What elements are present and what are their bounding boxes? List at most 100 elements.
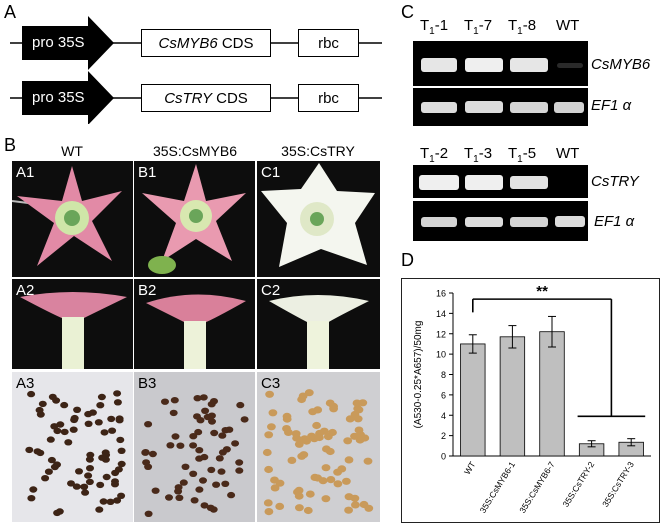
seed bbox=[328, 428, 337, 437]
seed bbox=[35, 406, 44, 414]
gel2-reference bbox=[413, 201, 588, 241]
seed bbox=[199, 477, 207, 484]
seed bbox=[270, 484, 280, 492]
seed bbox=[206, 504, 215, 511]
photo-label-b2: B2 bbox=[138, 282, 157, 299]
seed bbox=[170, 397, 179, 404]
gel2-target bbox=[413, 165, 588, 198]
seed bbox=[60, 401, 69, 409]
seed bbox=[84, 420, 93, 427]
seed bbox=[47, 456, 56, 464]
seed bbox=[263, 499, 273, 507]
photo-label-a2: A2 bbox=[16, 282, 35, 299]
terminator-box-2: rbc bbox=[298, 84, 359, 112]
promoter-arrow-2 bbox=[22, 71, 114, 124]
column-header-csmyb6: 35S:CsMYB6 bbox=[152, 143, 238, 159]
photo-wt-flower-top: A1 bbox=[12, 161, 133, 277]
seed bbox=[107, 415, 116, 423]
seed bbox=[326, 476, 336, 484]
gel1-lane-1: T1-1 bbox=[420, 17, 449, 37]
seed bbox=[181, 463, 190, 470]
seed bbox=[304, 389, 314, 397]
seed bbox=[310, 473, 320, 481]
seed bbox=[298, 392, 308, 400]
seed bbox=[268, 409, 278, 417]
y-tick-label: 12 bbox=[436, 329, 446, 339]
seed bbox=[235, 459, 244, 466]
seed bbox=[240, 416, 249, 423]
gel2-gene-target: CsTRY bbox=[591, 173, 639, 190]
photo-label-b1: B1 bbox=[138, 164, 157, 181]
seed bbox=[193, 413, 201, 420]
seed bbox=[189, 470, 198, 477]
seed bbox=[215, 455, 224, 462]
seed bbox=[175, 494, 184, 501]
seed bbox=[102, 473, 111, 481]
seed bbox=[33, 448, 42, 455]
seed bbox=[195, 455, 204, 462]
seed bbox=[96, 481, 105, 489]
bar bbox=[499, 336, 526, 457]
cds-gene-1: CsMYB6 bbox=[158, 34, 218, 52]
seed bbox=[141, 449, 150, 456]
photo-wt-flower-side: A2 bbox=[12, 279, 133, 369]
seed bbox=[88, 409, 97, 416]
seed bbox=[190, 497, 199, 504]
seed bbox=[195, 486, 204, 493]
gel2-lane-2: T1-3 bbox=[464, 145, 493, 165]
column-header-wt: WT bbox=[61, 143, 83, 159]
seed bbox=[351, 501, 360, 509]
photo-label-c1: C1 bbox=[261, 164, 281, 181]
y-tick-label: 16 bbox=[436, 289, 446, 299]
x-tick-label: 35S:CsTRY-2 bbox=[561, 460, 597, 509]
cds-suffix-2: CDS bbox=[211, 89, 248, 107]
seed bbox=[96, 402, 105, 409]
y-tick-label: 6 bbox=[441, 390, 446, 400]
seed bbox=[27, 390, 36, 398]
chart-frame bbox=[401, 278, 660, 523]
seed bbox=[321, 495, 331, 503]
seed bbox=[303, 506, 313, 515]
seed bbox=[189, 442, 198, 449]
x-tick-label: WT bbox=[462, 460, 477, 477]
seed bbox=[171, 433, 180, 440]
seed bbox=[210, 398, 218, 405]
seed bbox=[48, 393, 57, 401]
seed bbox=[344, 506, 353, 514]
seed bbox=[231, 440, 240, 447]
seed bbox=[344, 456, 354, 464]
seed bbox=[69, 426, 78, 433]
promoter-arrow-1 bbox=[22, 16, 114, 70]
seed bbox=[307, 432, 316, 440]
seed bbox=[60, 428, 69, 436]
seed bbox=[72, 483, 81, 490]
seed bbox=[67, 480, 75, 487]
cds-box-2: CsTRY CDS bbox=[141, 84, 271, 112]
photo-label-c2: C2 bbox=[261, 282, 281, 299]
photo-label-a3: A3 bbox=[16, 375, 35, 392]
seed bbox=[305, 490, 315, 498]
seed bbox=[356, 431, 365, 439]
seed bbox=[50, 463, 59, 471]
seed bbox=[117, 460, 126, 468]
bar bbox=[460, 343, 486, 457]
y-axis-label: (A530-0.25*A657)/50mg bbox=[413, 321, 424, 429]
y-tick-label: 10 bbox=[436, 350, 446, 360]
seed bbox=[25, 446, 34, 454]
seed bbox=[329, 405, 338, 413]
gel1-lane-2: T1-7 bbox=[464, 17, 493, 37]
panel-letter-c: C bbox=[401, 2, 414, 22]
seed bbox=[199, 394, 208, 401]
seed bbox=[117, 447, 126, 454]
y-tick-label: 8 bbox=[441, 370, 446, 380]
seed bbox=[38, 400, 47, 408]
seed bbox=[291, 430, 301, 438]
seed bbox=[97, 393, 106, 401]
significance-marker: ** bbox=[536, 283, 548, 300]
seed bbox=[86, 451, 95, 459]
seed bbox=[75, 468, 83, 475]
cds-gene-2: CsTRY bbox=[164, 89, 212, 107]
seed bbox=[262, 448, 272, 457]
seed bbox=[113, 390, 122, 397]
seed bbox=[363, 457, 373, 465]
